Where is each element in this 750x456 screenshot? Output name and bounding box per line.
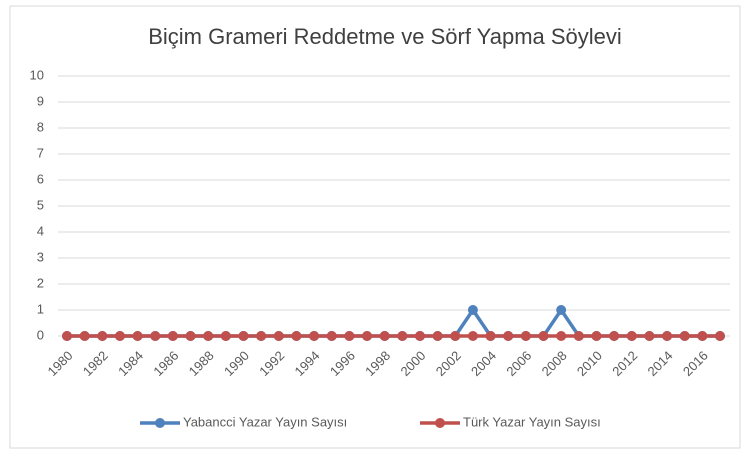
y-tick-label: 10 — [30, 67, 44, 82]
point — [626, 331, 637, 341]
point — [62, 331, 72, 341]
point — [432, 331, 443, 341]
point — [573, 331, 584, 341]
y-tick-label: 0 — [37, 327, 44, 342]
point — [520, 331, 531, 341]
point — [467, 305, 478, 315]
point — [679, 331, 690, 341]
point — [715, 331, 725, 341]
legend-label: Türk Yazar Yayın Sayısı — [463, 414, 601, 429]
point — [467, 331, 478, 341]
point — [591, 331, 602, 341]
legend-label: Yabancci Yazar Yayın Sayısı — [183, 414, 347, 429]
point — [79, 331, 90, 341]
point — [150, 331, 161, 341]
point — [256, 331, 267, 341]
point — [97, 331, 108, 341]
point — [609, 331, 620, 341]
point — [662, 331, 673, 341]
y-tick-label: 4 — [37, 223, 44, 238]
point — [185, 331, 196, 341]
point — [503, 331, 514, 341]
point — [450, 331, 461, 341]
point — [397, 331, 408, 341]
point — [697, 331, 708, 341]
point — [132, 331, 143, 341]
point — [220, 331, 231, 341]
point — [344, 331, 355, 341]
point — [203, 331, 214, 341]
point — [362, 331, 373, 341]
y-tick-label: 2 — [37, 275, 44, 290]
point — [538, 331, 549, 341]
point — [644, 331, 655, 341]
y-tick-label: 6 — [37, 171, 44, 186]
point — [485, 331, 496, 341]
y-tick-label: 7 — [37, 145, 44, 160]
y-tick-label: 9 — [37, 93, 44, 108]
point — [238, 331, 249, 341]
point — [167, 331, 178, 341]
legend-marker — [155, 418, 165, 428]
y-tick-label: 1 — [37, 301, 44, 316]
point — [114, 331, 125, 341]
y-tick-label: 5 — [37, 197, 44, 212]
point — [414, 331, 425, 341]
point — [326, 331, 337, 341]
point — [309, 331, 320, 341]
chart-title: Biçim Grameri Reddetme ve Sörf Yapma Söy… — [148, 24, 622, 49]
point — [556, 331, 567, 341]
point — [556, 305, 567, 315]
point — [273, 331, 284, 341]
y-tick-label: 8 — [37, 119, 44, 134]
chart-border — [9, 5, 741, 449]
y-tick-label: 3 — [37, 249, 44, 264]
legend-marker — [435, 418, 445, 428]
point — [291, 331, 302, 341]
point — [379, 331, 390, 341]
